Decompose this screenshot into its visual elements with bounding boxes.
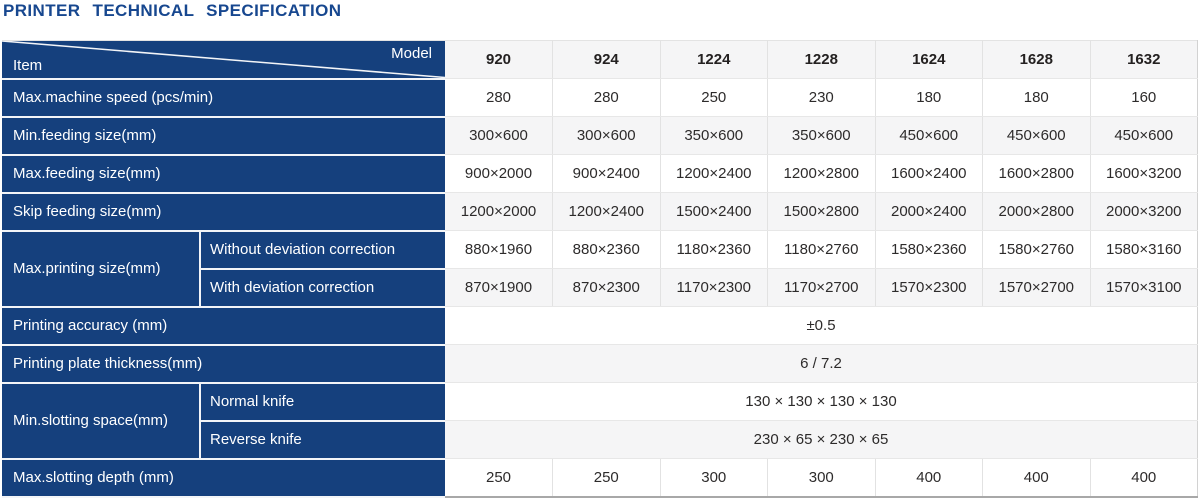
- row-sublabel: Reverse knife: [200, 420, 445, 460]
- cell-value: 900×2400: [552, 154, 661, 193]
- cell-value: 1180×2760: [767, 230, 876, 269]
- spec-table-body: Item Model 920 924 1224 1228 1624 1628 1632 Ma…: [2, 40, 1198, 498]
- cell-value: 1180×2360: [660, 230, 768, 269]
- table-row: Max.machine speed (pcs/min) 280 280 250 230 1…: [2, 78, 1198, 118]
- cell-value: 250: [552, 458, 661, 497]
- cell-value: 450×600: [982, 116, 1091, 155]
- diagonal-line: [2, 41, 443, 77]
- cell-value: 1580×3160: [1090, 230, 1198, 269]
- row-label: Printing accuracy (mm): [2, 306, 445, 346]
- cell-value: 1500×2800: [767, 192, 876, 231]
- cell-value: 1200×2800: [767, 154, 876, 193]
- row-label: Max.feeding size(mm): [2, 154, 445, 194]
- cell-value: 1200×2400: [552, 192, 661, 231]
- cell-value: 400: [982, 458, 1091, 497]
- table-row: With deviation correction 870×1900 870×230…: [2, 268, 1198, 308]
- cell-value: 1500×2400: [660, 192, 768, 231]
- cell-value: 2000×3200: [1090, 192, 1198, 231]
- cell-value: 870×1900: [445, 268, 553, 307]
- row-sublabel: With deviation correction: [200, 268, 445, 308]
- row-label: Max.machine speed (pcs/min): [2, 78, 445, 118]
- row-sublabel: Without deviation correction: [200, 230, 445, 270]
- cell-value: 250: [660, 78, 768, 117]
- cell-value: 300: [660, 458, 768, 497]
- table-row: Printing plate thickness(mm) 6 / 7.2: [2, 344, 1198, 384]
- cell-value: 1170×2700: [767, 268, 876, 307]
- model-header: 1228: [767, 40, 876, 79]
- cell-value: 250: [445, 458, 553, 497]
- row-group-label: Min.slotting space(mm): [2, 382, 201, 460]
- row-label: Skip feeding size(mm): [2, 192, 445, 232]
- cell-value: 900×2000: [445, 154, 553, 193]
- cell-value: 400: [875, 458, 983, 497]
- cell-value: 1570×2300: [875, 268, 983, 307]
- cell-value: 230: [767, 78, 876, 117]
- cell-value: 1200×2400: [660, 154, 768, 193]
- table-row: Min.slotting space(mm) Normal knife 130 × …: [2, 382, 1198, 460]
- cell-value: 180: [875, 78, 983, 117]
- cell-span-value: 230 × 65 × 230 × 65: [445, 420, 1198, 459]
- model-header: 924: [552, 40, 661, 79]
- cell-value: 880×1960: [445, 230, 553, 269]
- row-group-label: Max.printing size(mm): [2, 230, 201, 308]
- corner-item-label: Item: [13, 56, 43, 74]
- model-header: 1628: [982, 40, 1091, 79]
- cell-value: 1200×2000: [445, 192, 553, 231]
- cell-value: 2000×2400: [875, 192, 983, 231]
- page-title: PRINTER TECHNICAL SPECIFICATION: [3, 1, 342, 20]
- table-row: Max.printing size(mm) Without deviation c…: [2, 230, 1198, 308]
- table-row: Printing accuracy (mm) ±0.5: [2, 306, 1198, 346]
- cell-value: 280: [552, 78, 661, 117]
- row-label: Min.feeding size(mm): [2, 116, 445, 156]
- cell-value: 1570×2700: [982, 268, 1091, 307]
- cell-value: 1580×2360: [875, 230, 983, 269]
- corner-cell: Item Model: [2, 40, 445, 80]
- cell-value: 300×600: [552, 116, 661, 155]
- spec-table: Item Model 920 924 1224 1228 1624 1628 1632 Ma…: [2, 40, 1198, 498]
- cell-value: 300×600: [445, 116, 553, 155]
- table-row: Max.slotting depth (mm) 250 250 300 300 400 40…: [2, 458, 1198, 498]
- header-row: Item Model 920 924 1224 1228 1624 1628 1632: [2, 40, 1198, 80]
- row-label: Printing plate thickness(mm): [2, 344, 445, 384]
- row-sublabel: Normal knife: [200, 382, 445, 422]
- cell-value: 1170×2300: [660, 268, 768, 307]
- cell-value: 160: [1090, 78, 1198, 117]
- table-row: Max.feeding size(mm) 900×2000 900×2400 1200…: [2, 154, 1198, 194]
- cell-value: 1580×2760: [982, 230, 1091, 269]
- corner-model-label: Model: [391, 45, 432, 62]
- cell-span-value: ±0.5: [445, 306, 1198, 345]
- cell-value: 2000×2800: [982, 192, 1091, 231]
- cell-value: 1600×2400: [875, 154, 983, 193]
- cell-value: 450×600: [1090, 116, 1198, 155]
- cell-value: 1600×3200: [1090, 154, 1198, 193]
- cell-value: 300: [767, 458, 876, 497]
- cell-value: 350×600: [767, 116, 876, 155]
- cell-value: 870×2300: [552, 268, 661, 307]
- model-header: 1632: [1090, 40, 1198, 79]
- table-row: Skip feeding size(mm) 1200×2000 1200×2400 1…: [2, 192, 1198, 232]
- cell-value: 880×2360: [552, 230, 661, 269]
- model-header: 1224: [660, 40, 768, 79]
- cell-value: 350×600: [660, 116, 768, 155]
- table-row: Min.feeding size(mm) 300×600 300×600 350×60…: [2, 116, 1198, 156]
- row-label: Max.slotting depth (mm): [2, 458, 445, 498]
- cell-value: 450×600: [875, 116, 983, 155]
- model-header: 920: [445, 40, 553, 79]
- cell-value: 400: [1090, 458, 1198, 497]
- table-row: Reverse knife 230 × 65 × 230 × 65: [2, 420, 1198, 460]
- cell-span-value: 130 × 130 × 130 × 130: [445, 382, 1198, 421]
- cell-value: 1570×3100: [1090, 268, 1198, 307]
- cell-value: 1600×2800: [982, 154, 1091, 193]
- model-header: 1624: [875, 40, 983, 79]
- cell-value: 180: [982, 78, 1091, 117]
- cell-span-value: 6 / 7.2: [445, 344, 1198, 383]
- cell-value: 280: [445, 78, 553, 117]
